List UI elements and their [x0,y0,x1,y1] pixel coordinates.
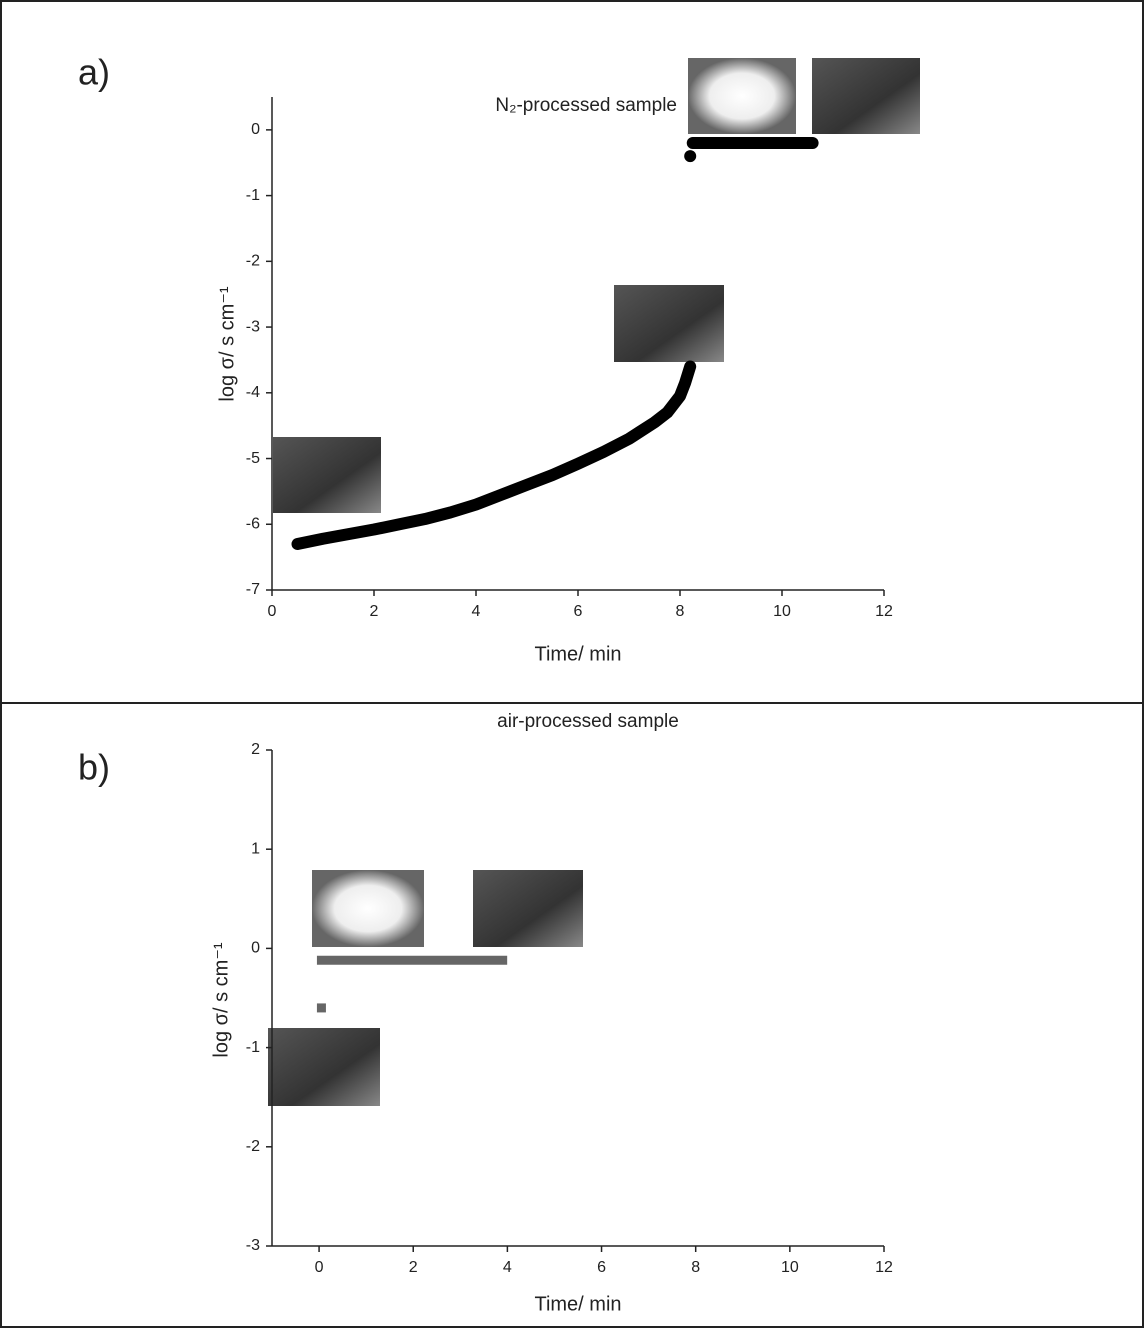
x-tick-label: 6 [574,603,583,620]
y-tick-label: -2 [246,1138,260,1155]
x-tick-label: 10 [773,603,791,620]
annotation: N₂-processed sample [495,95,677,116]
y-tick-label: -6 [246,515,260,532]
x-tick-label: 4 [503,1259,512,1276]
y-axis-label: log σ/ s cm⁻¹ [210,942,232,1057]
y-tick-label: -3 [246,1237,260,1254]
annotation: air-processed sample [497,711,679,732]
x-tick-label: 8 [691,1259,700,1276]
y-tick-label: -2 [246,253,260,270]
x-axis-label: Time/ min [534,1293,621,1315]
y-tick-label: 1 [251,840,260,857]
inset-photos [268,58,920,1106]
y-tick-label: -1 [246,1039,260,1056]
y-tick-label: -4 [246,384,260,401]
x-tick-label: 12 [875,1259,893,1276]
y-tick-label: -1 [246,187,260,204]
x-tick-label: 6 [597,1259,606,1276]
x-tick-label: 12 [875,603,893,620]
panel-label: b) [78,747,110,788]
data-series [291,360,697,550]
y-tick-label: -7 [246,581,260,598]
x-tick-label: 0 [268,603,277,620]
y-axis-label: log σ/ s cm⁻¹ [216,286,238,401]
x-tick-label: 0 [315,1259,324,1276]
y-tick-label: 0 [251,940,260,957]
x-axis-label: Time/ min [534,643,621,665]
y-tick-label: -5 [246,450,260,467]
y-tick-label: 0 [251,121,260,138]
x-tick-label: 10 [781,1259,799,1276]
y-tick-label: -3 [246,318,260,335]
x-tick-label: 2 [370,603,379,620]
y-tick-label: 2 [251,741,260,758]
x-tick-label: 2 [409,1259,418,1276]
x-tick-label: 8 [676,603,685,620]
x-tick-label: 4 [472,603,481,620]
panel-label: a) [78,52,110,93]
